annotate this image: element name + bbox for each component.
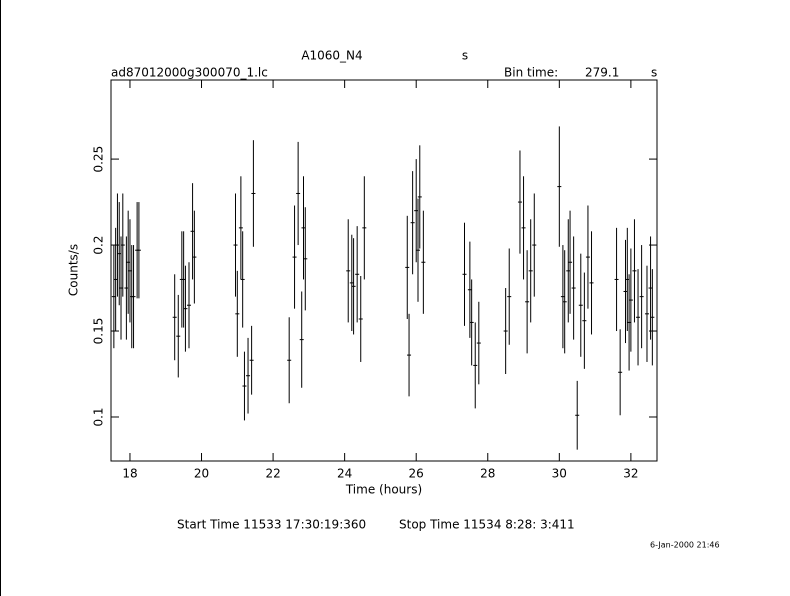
start-time: Start Time 11533 17:30:19:360 xyxy=(177,518,366,532)
title-unit: s xyxy=(462,49,468,63)
x-tick-label: 24 xyxy=(337,467,352,481)
x-axis-label: Time (hours) xyxy=(345,483,422,497)
bin-time: 279.1 xyxy=(585,66,619,80)
y-tick-label: 0.15 xyxy=(92,318,106,345)
date-stamp: 6-Jan-2000 21:46 xyxy=(650,541,720,550)
y-tick-label: 0.2 xyxy=(92,236,106,255)
bin-time-label: Bin time: xyxy=(504,66,558,80)
plot-frame xyxy=(110,79,658,462)
x-tick-label: 26 xyxy=(409,467,424,481)
chart-title: A1060_N4 xyxy=(301,49,362,63)
x-tick-label: 20 xyxy=(194,467,209,481)
bin-time-unit: s xyxy=(651,66,657,80)
subtitle: ad87012000g300070_1.lc xyxy=(111,66,268,80)
x-tick-label: 18 xyxy=(122,467,137,481)
stop-time: Stop Time 11534 8:28: 3:411 xyxy=(399,518,575,532)
x-tick-label: 28 xyxy=(480,467,495,481)
x-tick-label: 22 xyxy=(265,467,280,481)
x-tick-label: 32 xyxy=(623,467,638,481)
x-tick-label: 30 xyxy=(552,467,567,481)
y-axis-label: Counts/s xyxy=(67,244,81,296)
y-tick-label: 0.25 xyxy=(92,146,106,173)
y-tick-label: 0.1 xyxy=(92,407,106,426)
